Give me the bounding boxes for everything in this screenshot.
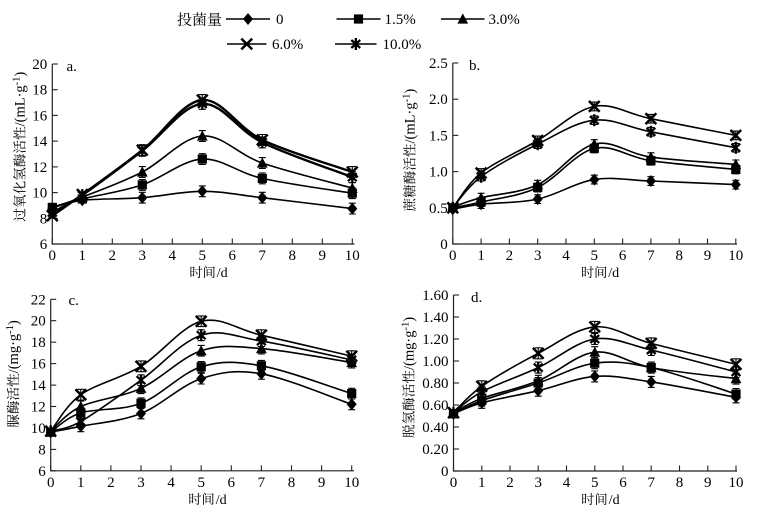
- svg-text:8: 8: [676, 475, 684, 491]
- svg-text:0.5: 0.5: [429, 201, 448, 217]
- svg-text:1: 1: [77, 475, 85, 491]
- svg-text:7: 7: [647, 248, 655, 264]
- svg-text:/d: /d: [608, 266, 619, 281]
- svg-text:5: 5: [197, 475, 205, 491]
- svg-text:7: 7: [258, 475, 266, 491]
- svg-text:/d: /d: [216, 493, 227, 508]
- svg-text:3: 3: [534, 475, 542, 491]
- svg-text:18: 18: [31, 335, 46, 351]
- svg-text:6: 6: [40, 237, 48, 253]
- svg-text:9: 9: [704, 475, 712, 491]
- svg-text:6: 6: [619, 475, 627, 491]
- svg-text:4: 4: [167, 475, 175, 491]
- svg-text:12: 12: [32, 160, 47, 176]
- svg-text:6.0%: 6.0%: [272, 37, 303, 53]
- svg-text:6: 6: [229, 248, 237, 264]
- svg-text:0: 0: [49, 248, 57, 264]
- svg-text:7: 7: [259, 248, 267, 264]
- svg-text:a.: a.: [67, 59, 77, 75]
- svg-text:16: 16: [32, 108, 48, 124]
- svg-text:14: 14: [31, 378, 47, 394]
- svg-text:3: 3: [139, 248, 147, 264]
- svg-text:12: 12: [31, 400, 46, 416]
- svg-text:8: 8: [289, 248, 297, 264]
- svg-text:/d: /d: [609, 493, 620, 508]
- svg-text:2: 2: [506, 475, 514, 491]
- svg-text:6: 6: [38, 464, 46, 480]
- svg-text:7: 7: [647, 475, 655, 491]
- svg-text:10: 10: [344, 475, 359, 491]
- svg-text:14: 14: [32, 134, 48, 150]
- svg-text:5: 5: [199, 248, 207, 264]
- svg-text:5: 5: [591, 475, 599, 491]
- svg-text:1.0: 1.0: [429, 165, 448, 181]
- svg-text:2: 2: [506, 248, 514, 264]
- svg-text:3: 3: [534, 248, 542, 264]
- svg-text:9: 9: [704, 248, 712, 264]
- svg-text:/d: /d: [217, 266, 228, 281]
- svg-text:16: 16: [31, 357, 47, 373]
- svg-text:4: 4: [563, 475, 571, 491]
- svg-text:0: 0: [441, 464, 449, 480]
- svg-text:0: 0: [276, 12, 284, 28]
- svg-text:0: 0: [449, 248, 457, 264]
- svg-text:3: 3: [137, 475, 145, 491]
- svg-text:18: 18: [32, 83, 47, 99]
- svg-text:0: 0: [450, 475, 458, 491]
- svg-text:1.20: 1.20: [422, 332, 448, 348]
- svg-text:4: 4: [169, 248, 177, 264]
- svg-text:2: 2: [109, 248, 117, 264]
- svg-text:10: 10: [729, 475, 744, 491]
- svg-text:1.40: 1.40: [422, 310, 448, 326]
- svg-text:8: 8: [40, 211, 48, 227]
- svg-text:1.5: 1.5: [429, 128, 448, 144]
- svg-text:1: 1: [477, 248, 485, 264]
- svg-text:22: 22: [31, 292, 46, 308]
- svg-text:1: 1: [478, 475, 486, 491]
- svg-text:c.: c.: [69, 293, 79, 309]
- svg-text:1.00: 1.00: [422, 354, 448, 370]
- svg-text:20: 20: [32, 57, 47, 73]
- svg-text:0.60: 0.60: [422, 398, 448, 414]
- svg-text:10: 10: [728, 248, 743, 264]
- svg-text:1.60: 1.60: [422, 288, 448, 304]
- svg-text:4: 4: [562, 248, 570, 264]
- svg-text:d.: d.: [471, 290, 482, 306]
- svg-text:b.: b.: [469, 58, 480, 74]
- svg-text:0: 0: [47, 475, 55, 491]
- svg-text:10.0%: 10.0%: [383, 37, 422, 53]
- svg-text:20: 20: [31, 314, 46, 330]
- svg-text:0.40: 0.40: [422, 420, 448, 436]
- svg-text:1.5%: 1.5%: [385, 12, 416, 28]
- svg-text:8: 8: [288, 475, 296, 491]
- svg-text:10: 10: [345, 248, 360, 264]
- svg-text:1: 1: [79, 248, 87, 264]
- svg-text:5: 5: [591, 248, 599, 264]
- svg-text:10: 10: [32, 186, 47, 202]
- svg-text:0.20: 0.20: [422, 442, 448, 458]
- svg-text:2.0: 2.0: [429, 92, 448, 108]
- svg-text:0: 0: [440, 237, 448, 253]
- svg-text:8: 8: [675, 248, 683, 264]
- svg-text:2.5: 2.5: [429, 56, 448, 72]
- svg-text:10: 10: [31, 421, 46, 437]
- svg-text:9: 9: [319, 248, 327, 264]
- svg-text:6: 6: [619, 248, 627, 264]
- svg-text:3.0%: 3.0%: [489, 12, 520, 28]
- svg-text:9: 9: [318, 475, 326, 491]
- svg-text:0.80: 0.80: [422, 376, 448, 392]
- svg-text:6: 6: [228, 475, 236, 491]
- svg-text:8: 8: [38, 442, 46, 458]
- svg-text:2: 2: [107, 475, 115, 491]
